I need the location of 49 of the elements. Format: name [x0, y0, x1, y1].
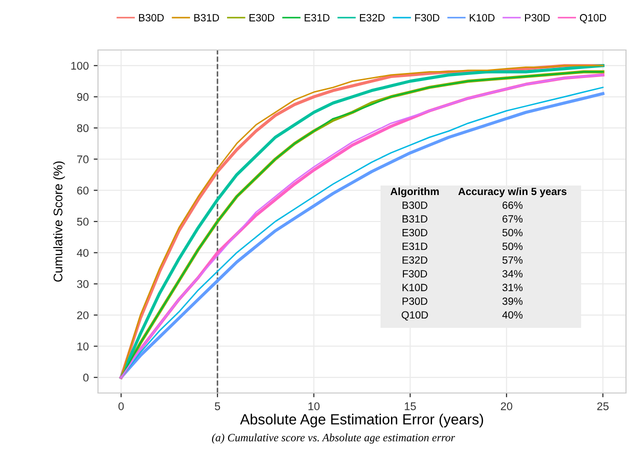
- annotation: 66%: [502, 201, 523, 209]
- x-tick-label: 0: [118, 402, 124, 410]
- x-tick-label: 20: [500, 402, 512, 410]
- y-tick-label: 50: [77, 218, 89, 226]
- y-tick-label: 70: [77, 155, 89, 164]
- legend-label: B30D: [139, 14, 164, 22]
- legend-label: Q10D: [580, 14, 606, 24]
- y-tick-label: 40: [76, 248, 89, 257]
- x-axis-title: Absolute Age Estimation Error (years): [240, 414, 484, 428]
- y-tick-label: 0: [83, 374, 89, 382]
- annotation: 67%: [502, 215, 523, 223]
- x-tick-label: 15: [404, 402, 416, 410]
- y-tick-label: 90: [77, 93, 89, 101]
- legend-label: E32D: [360, 14, 385, 22]
- y-tick-label: 80: [77, 124, 89, 132]
- annotation: B31D: [402, 215, 428, 223]
- legend-label: P30D: [525, 14, 550, 22]
- legend-label: K10D: [470, 14, 495, 22]
- y-tick-label: 30: [77, 280, 89, 288]
- y-axis-title: Cumulative Score (%): [53, 161, 65, 282]
- annotation: P30D: [402, 298, 428, 305]
- annotation: Q10D: [402, 311, 428, 320]
- y-tick-label: 60: [77, 186, 89, 194]
- annotation: 40%: [502, 311, 523, 319]
- x-tick-label: 10: [308, 402, 320, 410]
- annotation: 50%: [502, 242, 523, 250]
- annotation: Algorithm: [390, 187, 439, 198]
- legend-label: B31D: [194, 14, 219, 22]
- annotation: E30D: [402, 228, 428, 236]
- y-tick-label: 100: [71, 62, 89, 70]
- annotation: E31D: [402, 242, 428, 250]
- annotation: 34%: [502, 270, 523, 278]
- y-tick-label: 20: [77, 311, 89, 320]
- x-tick-label: 25: [597, 402, 609, 410]
- annotation: 31%: [502, 284, 523, 292]
- legend-label: E30D: [250, 14, 274, 22]
- y-tick-label: 10: [77, 342, 89, 350]
- annotation: E32D: [402, 256, 428, 264]
- x-tick-label: 5: [214, 402, 220, 410]
- annotation: 39%: [502, 298, 523, 305]
- legend-label: F30D: [415, 14, 440, 22]
- annotation: 57%: [502, 256, 523, 264]
- text: (a) Cumulative score vs. Absolute age estimation error: [212, 434, 456, 444]
- annotation: 50%: [502, 228, 523, 236]
- annotation: B30D: [402, 201, 428, 209]
- annotation: K10D: [402, 284, 428, 292]
- annotation: F30D: [402, 270, 428, 278]
- legend-label: E31D: [304, 14, 330, 22]
- annotation: Accuracy w/in 5 years: [458, 187, 566, 198]
